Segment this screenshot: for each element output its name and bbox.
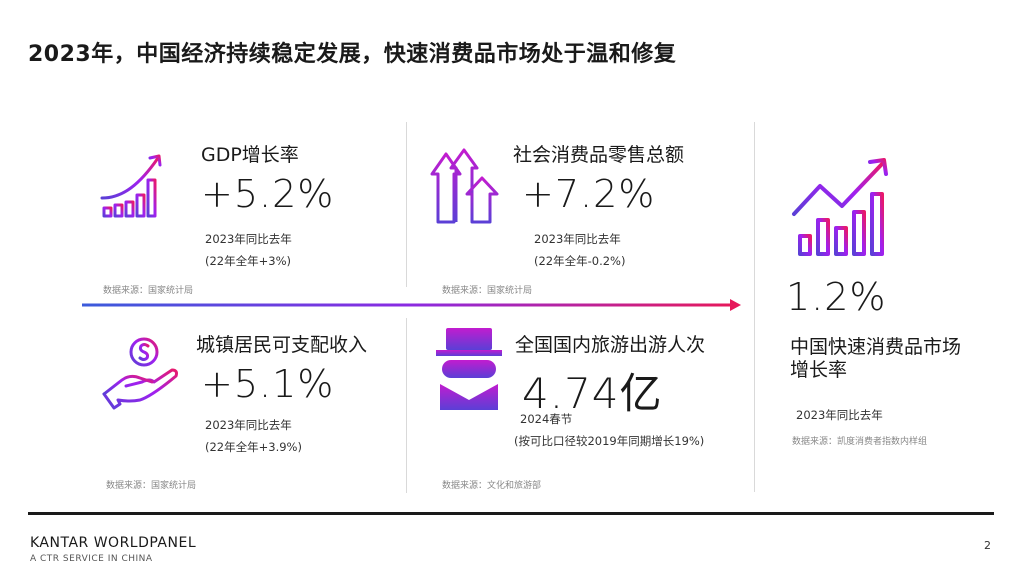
metric-tourism-label: 全国国内旅游出游人次 (515, 334, 706, 356)
kantar-logo: KANTAR WORLDPANEL (30, 535, 197, 551)
metric-retail-label: 社会消费品零售总额 (513, 144, 685, 166)
hand-coin-icon (100, 332, 180, 412)
metric-retail-value: +7.2% (522, 172, 656, 216)
highlight-label-line1: 中国快速消费品市场 (790, 336, 962, 358)
traveler-icon (436, 326, 502, 414)
highlight-value: 1.2% (786, 275, 887, 319)
highlight-note: 2023年同比去年 (796, 408, 883, 422)
metric-gdp-note: 2023年同比去年 (205, 232, 292, 246)
highlight-source: 数据来源：凯度消费者指数内样组 (792, 437, 928, 447)
growth-chart-icon (790, 156, 896, 258)
metric-income-label: 城镇居民可支配收入 (196, 334, 368, 356)
footer-rule (28, 512, 994, 515)
metric-retail-source: 数据来源：国家统计局 (442, 286, 533, 296)
metric-income-value: +5.1% (201, 362, 335, 406)
divider-vertical-2 (406, 318, 407, 493)
metric-gdp-source: 数据来源：国家统计局 (103, 286, 194, 296)
gradient-arrow (82, 297, 742, 316)
divider-vertical-3 (754, 122, 755, 492)
metric-income-source: 数据来源：国家统计局 (106, 481, 197, 491)
kantar-tagline: A CTR SERVICE IN CHINA (30, 554, 153, 564)
metric-income-note: 2023年同比去年 (205, 418, 292, 432)
page-number: 2 (984, 539, 991, 552)
divider-vertical-1 (406, 122, 407, 287)
metric-tourism-source: 数据来源：文化和旅游部 (442, 481, 542, 491)
metric-gdp-value: +5.2% (201, 172, 335, 216)
metric-gdp-label: GDP增长率 (201, 144, 299, 166)
metric-gdp-note-sub: (22年全年+3%) (205, 254, 291, 268)
metric-tourism-value: 4.74亿 (522, 369, 663, 418)
highlight-label-line2: 增长率 (790, 359, 848, 381)
up-arrows-icon (430, 148, 500, 224)
metric-retail-note: 2023年同比去年 (534, 232, 621, 246)
metric-tourism-note-sub: (按可比口径较2019年同期增长19%) (514, 434, 705, 448)
rising-bar-chart-icon (98, 152, 168, 222)
metric-income-note-sub: (22年全年+3.9%) (205, 440, 302, 454)
page-title: 2023年，中国经济持续稳定发展，快速消费品市场处于温和修复 (28, 42, 677, 67)
metric-tourism-note: 2024春节 (520, 412, 573, 426)
metric-retail-note-sub: (22年全年-0.2%) (534, 254, 626, 268)
